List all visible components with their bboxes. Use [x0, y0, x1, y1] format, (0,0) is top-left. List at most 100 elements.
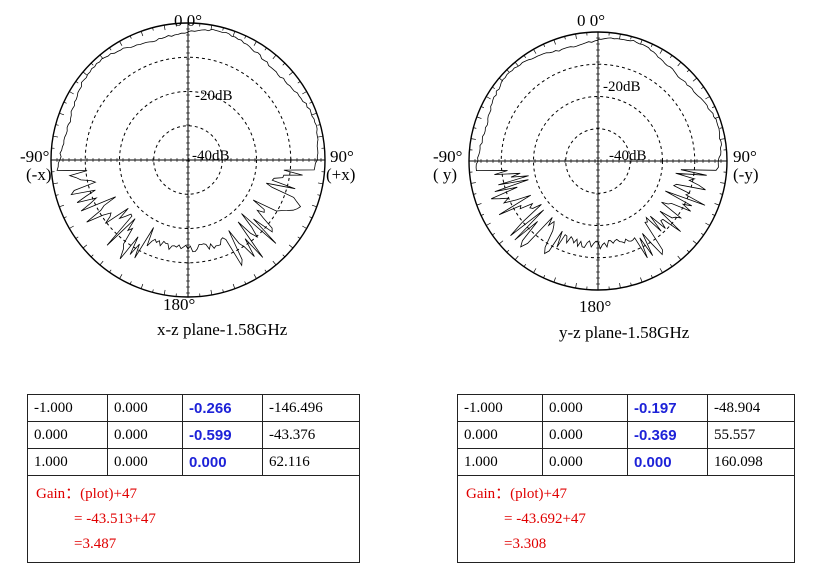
tick-mark [109, 269, 112, 273]
tick-mark [69, 91, 74, 95]
tick-mark [317, 182, 323, 185]
ring-label-40db: -40dB [609, 148, 647, 164]
table-cell: -43.376 [262, 421, 360, 449]
table-cell-highlight: 0.000 [627, 448, 708, 476]
tick-mark [564, 282, 566, 286]
tick-mark [720, 182, 726, 184]
tick-mark [669, 55, 673, 58]
tick-mark [288, 244, 294, 249]
tick-mark [253, 41, 257, 46]
tick-mark [506, 249, 510, 253]
tick-mark [288, 71, 294, 76]
table-cell: 0.000 [27, 421, 108, 449]
tick-mark [232, 31, 236, 37]
tick-mark [163, 289, 166, 295]
tick-mark [473, 127, 477, 129]
ring-label-40db: -40dB [192, 148, 230, 164]
table-row: 1.000 0.000 0.000 160.098 [457, 448, 795, 476]
table-cell: 0.000 [542, 421, 628, 449]
tick-mark [686, 69, 690, 73]
gain-line: = -43.513+47 [74, 510, 156, 527]
tick-mark [311, 204, 317, 208]
tick-mark [492, 232, 495, 236]
tick-mark [686, 249, 690, 253]
tick-mark [253, 274, 257, 279]
tick-mark [630, 36, 632, 40]
tick-mark [302, 91, 307, 95]
tick-mark [317, 135, 323, 138]
table-cell: -1.000 [457, 394, 543, 422]
tick-mark [272, 260, 277, 266]
tick-mark [264, 47, 267, 51]
table-cell: 0.000 [107, 394, 183, 422]
table-cell: 1.000 [457, 448, 543, 476]
pattern-trace [56, 28, 319, 267]
tick-mark [619, 283, 621, 289]
tick-mark [163, 25, 166, 31]
tick-mark [498, 240, 504, 245]
table-row: -1.000 0.000 -0.197 -48.904 [457, 394, 795, 422]
tick-mark [720, 138, 726, 140]
tick-mark [480, 106, 484, 109]
tick-mark [543, 275, 546, 279]
tick-mark [302, 225, 307, 229]
tick-mark [317, 124, 321, 126]
tick-mark [619, 33, 621, 39]
tick-mark [640, 277, 643, 283]
tick-mark [523, 55, 527, 58]
tick-mark [553, 277, 556, 283]
tick-mark [311, 112, 317, 116]
table-row: -1.000 0.000 -0.266 -146.496 [27, 394, 360, 422]
tick-mark [55, 194, 59, 196]
tick-mark [152, 27, 154, 31]
tick-mark [692, 77, 698, 82]
tick-mark [55, 124, 59, 126]
polar-chart-xz: 0 0° -90° (-x) 90° (+x) 180° -20dB -40dB… [0, 0, 400, 360]
gain-result: =3.308 [504, 535, 547, 552]
tick-mark [470, 138, 476, 140]
tick-mark [564, 36, 566, 40]
tick-mark [650, 43, 653, 47]
pattern-trace [475, 37, 722, 259]
gain-line: = -43.692+47 [504, 510, 586, 527]
tick-mark [473, 193, 477, 195]
angle-label-top: 0 0° [577, 11, 606, 30]
tick-mark [470, 182, 476, 184]
tick-mark [297, 236, 301, 239]
chart-caption: x-z plane-1.58GHz [157, 320, 288, 339]
tick-mark [492, 86, 495, 90]
tick-mark [309, 101, 313, 104]
ring-label-20db: -20dB [195, 88, 233, 104]
gain-line: Gain：(plot)+47 [36, 486, 137, 502]
tick-mark [506, 69, 510, 73]
tick-mark [712, 213, 716, 216]
angle-label-right: 90° [733, 147, 757, 166]
table-cell: -48.904 [707, 394, 795, 422]
angle-label-left: -90° [433, 147, 463, 166]
table-cell-highlight: 0.000 [182, 448, 263, 476]
angle-label-left: -90° [20, 147, 50, 166]
tick-mark [575, 33, 577, 39]
gain-row: Gain：(plot)+47 = -43.692+47 =3.308 [457, 474, 795, 564]
tick-mark [719, 127, 723, 129]
tick-mark [514, 61, 519, 67]
tick-mark [82, 71, 88, 76]
tick-mark [53, 182, 59, 185]
angle-label-bottom: 180° [163, 295, 196, 314]
tick-mark [82, 244, 88, 249]
tick-mark [543, 43, 546, 47]
table-row: 0.000 0.000 -0.599 -43.376 [27, 421, 360, 449]
tick-mark [140, 283, 144, 289]
gain-line: Gain：(plot)+47 [466, 486, 567, 502]
tick-mark [75, 236, 79, 239]
tick-mark [533, 268, 537, 273]
tick-mark [210, 289, 213, 295]
tick-mark [63, 101, 67, 104]
tick-mark [677, 61, 682, 67]
tick-mark [705, 222, 710, 226]
table-cell: -146.496 [262, 394, 360, 422]
polar-plot-yz [468, 31, 728, 291]
tick-mark [109, 47, 112, 51]
tick-mark [90, 62, 94, 66]
tick-mark [59, 204, 65, 208]
